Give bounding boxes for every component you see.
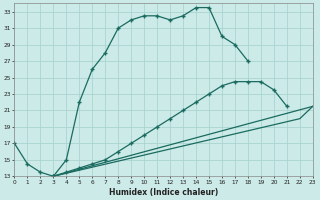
X-axis label: Humidex (Indice chaleur): Humidex (Indice chaleur) [109, 188, 218, 197]
